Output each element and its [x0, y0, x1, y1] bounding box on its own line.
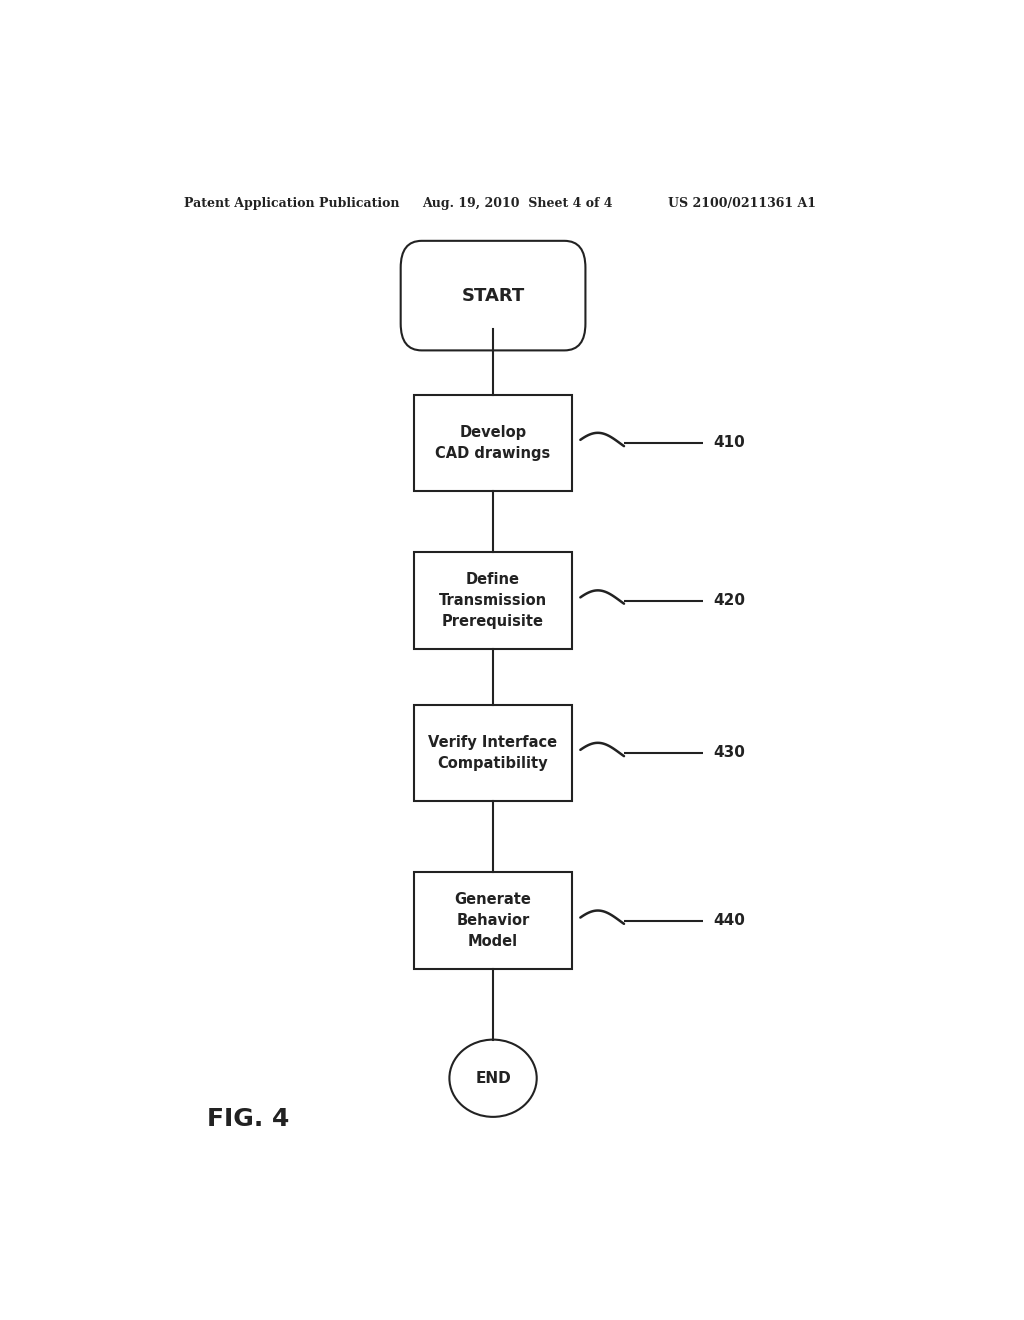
Bar	[414, 873, 572, 969]
Text: 430: 430	[713, 746, 744, 760]
Text: Develop
CAD drawings: Develop CAD drawings	[435, 425, 551, 461]
Text: Aug. 19, 2010  Sheet 4 of 4: Aug. 19, 2010 Sheet 4 of 4	[422, 197, 612, 210]
Bar	[414, 705, 572, 801]
Text: FIG. 4: FIG. 4	[207, 1107, 290, 1131]
Text: END: END	[475, 1071, 511, 1086]
Text: Verify Interface
Compatibility: Verify Interface Compatibility	[428, 735, 558, 771]
Text: 410: 410	[713, 436, 744, 450]
Text: US 2100/0211361 A1: US 2100/0211361 A1	[668, 197, 816, 210]
Ellipse shape	[450, 1040, 537, 1117]
Bar	[414, 552, 572, 649]
FancyBboxPatch shape	[400, 240, 586, 350]
Bar	[414, 395, 572, 491]
Text: START: START	[462, 286, 524, 305]
Text: 420: 420	[713, 593, 744, 609]
Text: Patent Application Publication: Patent Application Publication	[183, 197, 399, 210]
Text: Define
Transmission
Prerequisite: Define Transmission Prerequisite	[439, 572, 547, 630]
Text: 440: 440	[713, 913, 744, 928]
Text: Generate
Behavior
Model: Generate Behavior Model	[455, 892, 531, 949]
